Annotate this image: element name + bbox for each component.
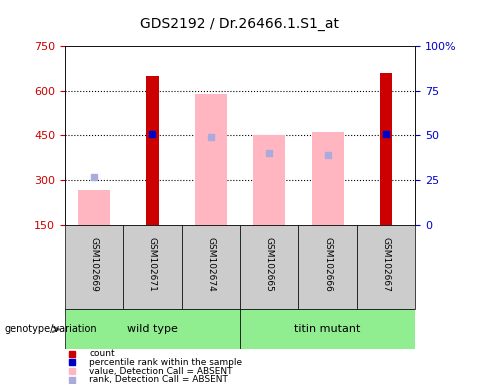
Text: GSM102669: GSM102669 <box>89 237 98 292</box>
Text: GSM102666: GSM102666 <box>323 237 332 292</box>
Bar <box>253 136 285 225</box>
Text: GSM102674: GSM102674 <box>206 237 216 292</box>
Text: GSM102667: GSM102667 <box>382 237 391 292</box>
Text: rank, Detection Call = ABSENT: rank, Detection Call = ABSENT <box>89 375 228 384</box>
Text: wild type: wild type <box>127 324 178 334</box>
Bar <box>146 76 159 225</box>
Bar <box>195 94 227 225</box>
Bar <box>181 225 240 309</box>
Text: GDS2192 / Dr.26466.1.S1_at: GDS2192 / Dr.26466.1.S1_at <box>141 17 339 31</box>
Bar <box>240 225 299 309</box>
Text: value, Detection Call = ABSENT: value, Detection Call = ABSENT <box>89 367 233 376</box>
Bar <box>240 309 415 349</box>
Bar <box>78 190 110 225</box>
Text: count: count <box>89 349 115 358</box>
Bar <box>380 73 393 225</box>
Bar <box>299 225 357 309</box>
Bar <box>123 225 181 309</box>
Bar <box>65 225 123 309</box>
Text: percentile rank within the sample: percentile rank within the sample <box>89 358 242 367</box>
Text: GSM102671: GSM102671 <box>148 237 157 292</box>
Bar <box>357 225 415 309</box>
Bar <box>312 132 344 225</box>
Bar <box>65 309 240 349</box>
Text: GSM102665: GSM102665 <box>264 237 274 292</box>
Text: titin mutant: titin mutant <box>294 324 361 334</box>
Text: genotype/variation: genotype/variation <box>5 324 97 334</box>
